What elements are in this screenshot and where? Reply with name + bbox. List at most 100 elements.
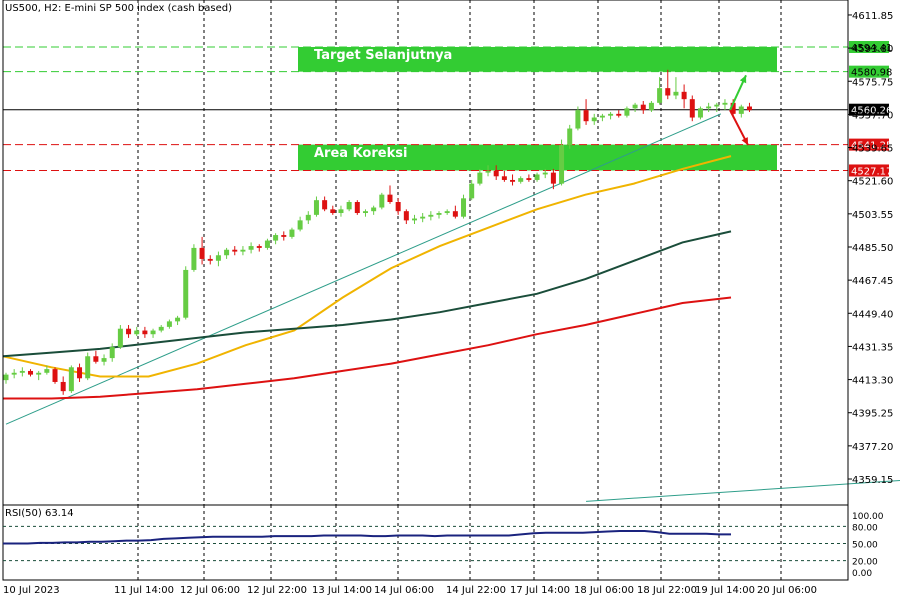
candle-body bbox=[485, 170, 491, 173]
candle-body bbox=[591, 117, 597, 122]
candle-body bbox=[362, 211, 368, 214]
candle-body bbox=[461, 198, 467, 217]
y-tick-label: 4575.75 bbox=[852, 77, 893, 88]
candle-body bbox=[403, 211, 409, 221]
target-zone bbox=[298, 46, 777, 72]
rsi-title: RSI(50) 63.14 bbox=[5, 508, 74, 519]
candle-body bbox=[412, 218, 417, 221]
x-tick-label: 13 Jul 14:00 bbox=[312, 585, 372, 596]
grid bbox=[137, 0, 782, 580]
candle-body bbox=[338, 209, 344, 214]
price-level-tag bbox=[849, 65, 889, 78]
candle-body bbox=[371, 207, 377, 212]
candle-body bbox=[126, 328, 132, 335]
candle-body bbox=[575, 110, 581, 129]
candle-body bbox=[689, 99, 695, 118]
candle-body bbox=[681, 91, 687, 100]
y-tick-label: 4485.50 bbox=[852, 243, 893, 254]
price-level-text: 4594.41 bbox=[851, 43, 892, 54]
target-zone-label: Target Selanjutnya bbox=[314, 47, 453, 63]
x-tick-label: 10 Jul 2023 bbox=[3, 585, 60, 596]
candle-body bbox=[191, 247, 197, 270]
candle-body bbox=[657, 88, 663, 103]
candle-body bbox=[387, 194, 393, 202]
arrows bbox=[729, 74, 749, 146]
price-level-text: 4580.98 bbox=[851, 68, 892, 79]
candles bbox=[3, 69, 752, 395]
candle-body bbox=[158, 326, 164, 331]
candle-body bbox=[175, 317, 181, 322]
candle-body bbox=[150, 330, 156, 335]
candle-body bbox=[60, 381, 66, 392]
moving-averages bbox=[2, 155, 732, 400]
y-tick-label: 4449.40 bbox=[852, 309, 893, 320]
price-level-tag bbox=[849, 164, 889, 177]
rsi-tick-label: 20.00 bbox=[852, 558, 878, 568]
trendlines bbox=[5, 113, 900, 502]
y-tick-label: 4539.65 bbox=[852, 144, 893, 155]
x-tick-label: 12 Jul 06:00 bbox=[180, 585, 240, 596]
y-tick-label: 4593.80 bbox=[852, 44, 893, 55]
chart-title: US500, H2: E-mini SP 500 index (cash bas… bbox=[5, 3, 232, 14]
y-tick-label: 4395.25 bbox=[852, 409, 893, 420]
y-tick-label: 4359.15 bbox=[852, 475, 893, 486]
candle-body bbox=[501, 176, 507, 180]
y-tick-label: 4431.35 bbox=[852, 342, 893, 353]
y-tick-label: 4503.55 bbox=[852, 210, 893, 221]
x-tick-label: 17 Jul 14:00 bbox=[510, 585, 570, 596]
y-tick-label: 4521.60 bbox=[852, 177, 893, 188]
candle-body bbox=[526, 178, 532, 180]
zones bbox=[298, 46, 777, 171]
ema_fast-line bbox=[2, 155, 732, 378]
candle-body bbox=[420, 216, 426, 219]
candle-body bbox=[746, 106, 752, 111]
candle-body bbox=[28, 370, 34, 375]
candle-body bbox=[632, 104, 638, 109]
candle-body bbox=[305, 214, 311, 221]
candle-body bbox=[534, 174, 540, 180]
candle-body bbox=[673, 91, 679, 96]
candle-body bbox=[346, 202, 352, 210]
candle-body bbox=[77, 367, 83, 379]
candle-body bbox=[624, 108, 630, 116]
candle-body bbox=[19, 370, 25, 373]
candle-body bbox=[297, 220, 303, 230]
rsi-tick-label: 50.00 bbox=[852, 541, 878, 551]
y-tick-label: 4413.30 bbox=[852, 376, 893, 387]
price-level-tag bbox=[849, 40, 889, 53]
candle-body bbox=[559, 145, 565, 184]
candle-body bbox=[11, 372, 17, 375]
candle-body bbox=[142, 330, 148, 335]
candle-body bbox=[215, 255, 221, 261]
price-level-tag bbox=[849, 103, 889, 116]
candle-body bbox=[109, 347, 115, 359]
candle-body bbox=[289, 229, 295, 237]
rsi-plot-frame bbox=[2, 504, 849, 581]
candle-body bbox=[444, 211, 450, 214]
rsi-tick-label: 0.00 bbox=[852, 569, 872, 579]
candle-body bbox=[264, 240, 270, 248]
candle-body bbox=[273, 235, 279, 241]
x-tick-label: 18 Jul 22:00 bbox=[637, 585, 697, 596]
trendline bbox=[586, 479, 900, 502]
candle-body bbox=[330, 209, 336, 214]
rsi-line bbox=[3, 530, 731, 545]
candle-body bbox=[207, 258, 213, 261]
candle-body bbox=[354, 202, 360, 214]
candle-body bbox=[101, 358, 107, 362]
candle-body bbox=[183, 269, 189, 318]
candle-body bbox=[256, 246, 262, 248]
x-tick-label: 18 Jul 06:00 bbox=[574, 585, 634, 596]
rsi-tick-label: 100.00 bbox=[852, 512, 884, 522]
arrow-up-head bbox=[739, 75, 747, 84]
candle-body bbox=[452, 211, 458, 217]
candle-body bbox=[134, 330, 140, 335]
rsi-tick-label: 80.00 bbox=[852, 523, 878, 533]
candle-body bbox=[730, 102, 736, 114]
candle-body bbox=[722, 102, 728, 105]
x-tick-label: 19 Jul 14:00 bbox=[695, 585, 755, 596]
candle-body bbox=[281, 235, 287, 237]
candle-body bbox=[665, 88, 671, 96]
